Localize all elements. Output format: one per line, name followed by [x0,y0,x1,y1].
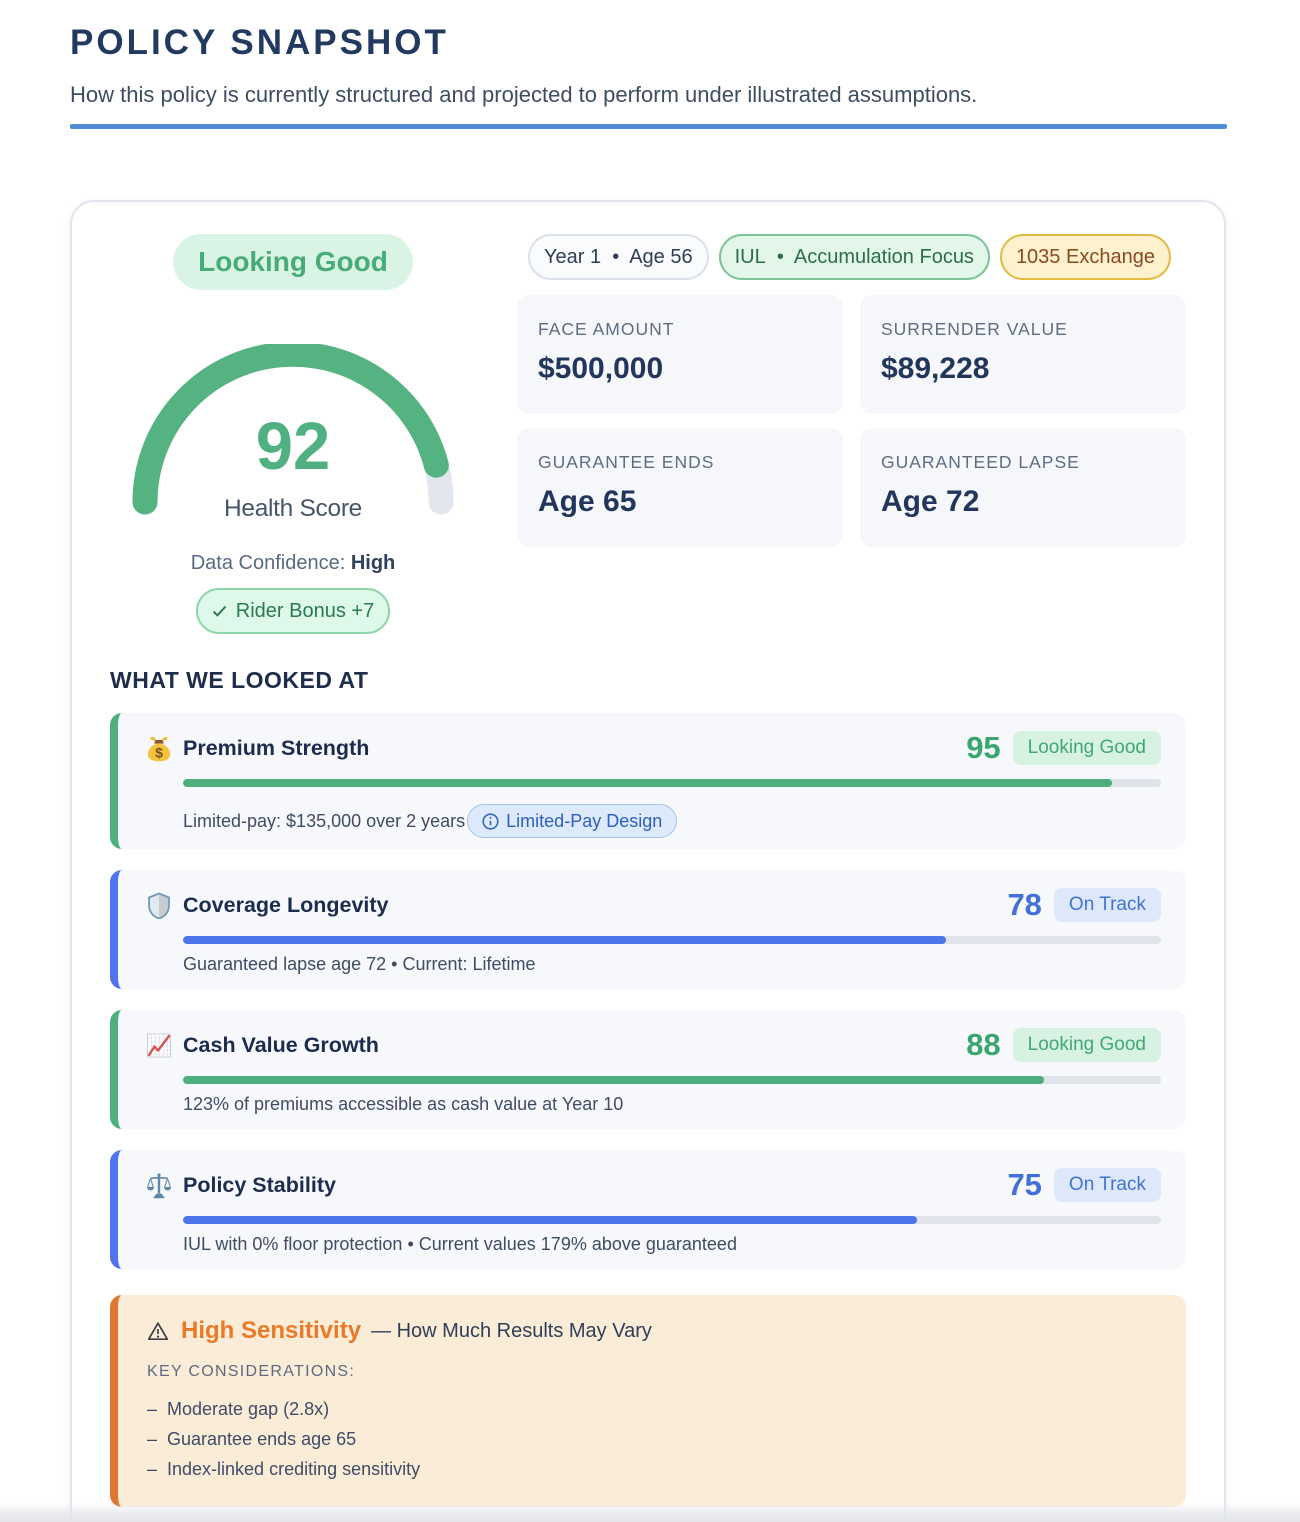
svg-text:Health Score: Health Score [224,495,362,522]
svg-text:$: $ [155,744,163,760]
svg-text:92: 92 [256,409,331,484]
